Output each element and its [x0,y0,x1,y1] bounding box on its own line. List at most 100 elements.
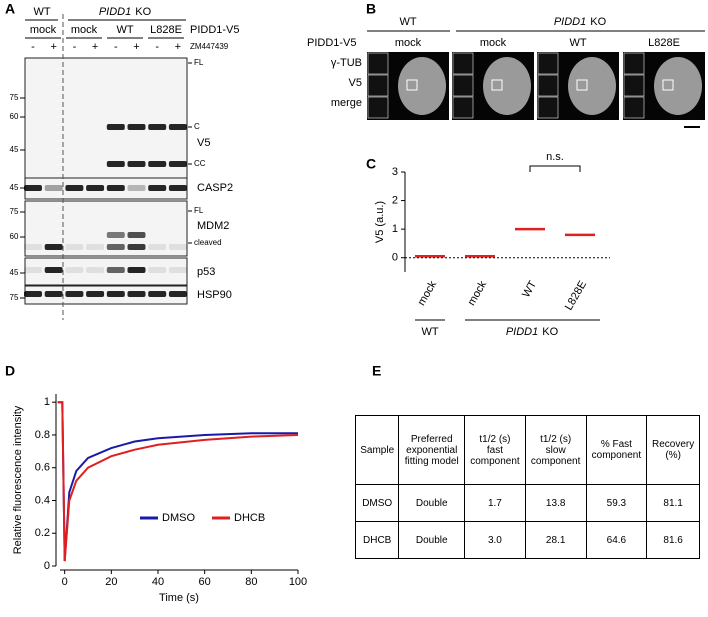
channel-label: merge [331,97,362,109]
band [86,267,105,273]
roi [576,79,588,91]
y-tick-label: 1 [44,396,50,408]
inset [537,52,559,75]
label: + [133,41,139,53]
table-cell: DHCB [354,521,400,559]
genotype-suffix: KO [590,16,606,28]
band [127,124,146,130]
mw-marker: 75 [10,93,19,102]
inset [537,96,559,119]
mw-marker: 60 [10,112,19,121]
label: L828E [150,24,182,36]
label: L828E [648,37,680,49]
band [127,185,146,191]
band [65,185,84,191]
y-tick-label: 1 [392,223,398,235]
inset [623,74,645,97]
panel-label: D [5,363,15,379]
band [24,244,42,250]
band [24,267,42,273]
header-cell: Recovery (%) [646,415,700,485]
inset [367,74,389,97]
band [106,232,125,238]
x-tick-label: WT [520,279,539,300]
label: + [175,41,181,53]
x-tick-label: 60 [199,576,211,588]
x-axis-label: Time (s) [159,592,199,604]
genotype-label: PIDD1 KO [554,16,607,28]
panel-label: B [366,1,376,17]
x-tick-label: 80 [245,576,257,588]
band [24,185,42,191]
band [127,267,146,273]
band [65,267,84,273]
y-tick-label: 0.2 [35,527,50,539]
label: WT [33,6,50,18]
genotype-label: PIDD1 KO [99,6,152,18]
genotype-suffix: KO [135,6,151,18]
label: - [73,41,77,53]
label: WT [116,24,133,36]
results-table: Sample Preferred exponential fitting mode… [354,415,700,559]
channel-label: V5 [349,77,362,89]
roi [491,79,503,91]
panel-label: A [5,1,15,17]
x-tick-label: 0 [62,576,68,588]
header-cell: t1/2 (s) slow component [524,415,587,485]
x-tick-label: 20 [105,576,117,588]
gene-name: PIDD1 [99,6,131,18]
inset [623,96,645,119]
genotype-suffix: KO [542,326,558,338]
label: WT [569,37,586,49]
mw-marker: 60 [10,232,19,241]
mw-marker: 45 [10,268,19,277]
table-cell: Double [398,521,466,559]
label: PIDD1-V5 [190,24,240,36]
mw-marker: 75 [10,293,19,302]
table-cell: 59.3 [585,484,648,522]
mw-marker: 45 [10,183,19,192]
line [57,401,298,562]
roi [406,79,418,91]
label: ZM447439 [190,42,229,51]
band [168,161,187,167]
table-cell: 3.0 [464,521,526,559]
group-label: PIDD1 KO [506,326,559,338]
bracket [529,165,581,172]
y-tick-label: 0.8 [35,429,50,441]
label: mock [395,37,422,49]
inset [367,52,389,75]
y-tick-label: 3 [392,166,398,178]
inset [452,52,474,75]
inset [623,52,645,75]
band [148,124,167,130]
blot-name: MDM2 [197,220,229,232]
band [168,185,187,191]
panel-label: E [372,363,381,379]
blot-name: V5 [197,137,210,149]
label: - [31,41,35,53]
band [106,291,125,297]
table-cell: DMSO [354,484,400,522]
x-tick-label: mock [466,279,490,308]
x-tick-label: 40 [152,576,164,588]
table-row: DMSO Double 1.7 13.8 59.3 81.1 [354,484,700,522]
table-cell: 13.8 [524,484,587,522]
table-cell: Double [398,484,466,522]
y-tick-label: 0.4 [35,494,50,506]
nucleus [568,57,616,115]
header-cell: % Fast component [585,415,648,485]
y-tick-label: 0.6 [35,462,50,474]
label: WT [399,16,416,28]
band [44,244,63,250]
inset [452,74,474,97]
inset [537,74,559,97]
band [106,267,125,273]
y-axis-label: V5 (a.u.) [374,201,386,243]
band [106,244,125,250]
label: mock [480,37,507,49]
band-label: cleaved [194,238,222,247]
table-cell: 1.7 [464,484,526,522]
legend-label: DMSO [162,512,195,524]
band [44,185,63,191]
